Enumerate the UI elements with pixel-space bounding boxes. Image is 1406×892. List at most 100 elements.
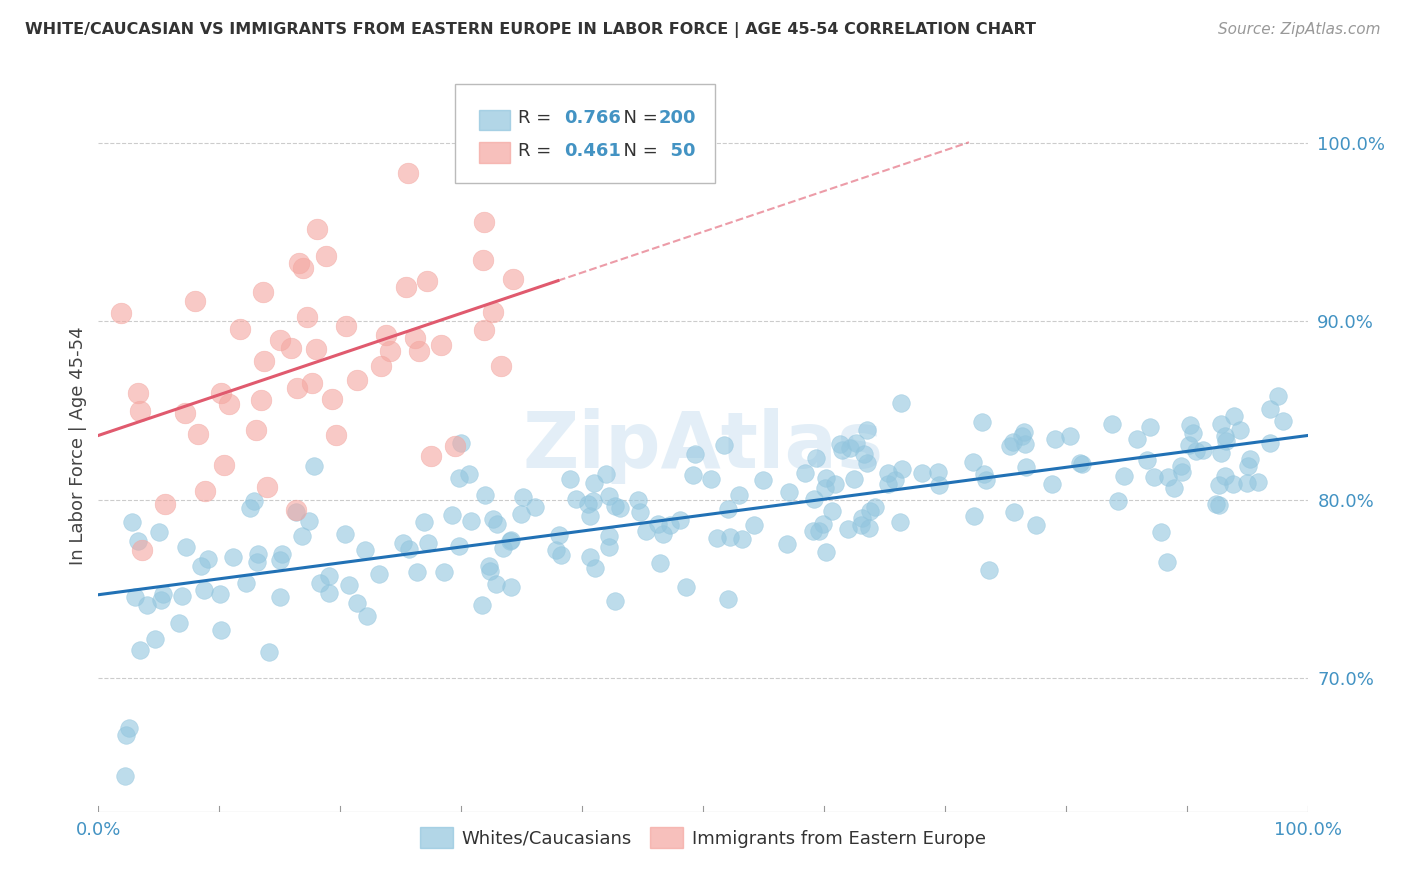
Point	[1271, 414, 1294, 428]
Point	[636, 524, 658, 538]
Point	[318, 585, 340, 599]
Point	[127, 385, 149, 400]
Point	[699, 473, 721, 487]
Point	[1156, 555, 1178, 569]
Point	[1222, 476, 1244, 491]
Point	[285, 503, 308, 517]
Point	[150, 593, 173, 607]
Point	[510, 507, 533, 521]
Point	[129, 404, 152, 418]
Point	[803, 491, 825, 506]
Point	[1184, 444, 1206, 458]
Legend: Whites/Caucasians, Immigrants from Eastern Europe: Whites/Caucasians, Immigrants from Easte…	[413, 820, 993, 855]
Point	[243, 494, 266, 508]
FancyBboxPatch shape	[456, 84, 716, 183]
Point	[815, 471, 838, 485]
Point	[1015, 460, 1038, 475]
Point	[979, 563, 1001, 577]
Point	[1267, 389, 1289, 403]
Point	[482, 305, 505, 319]
Point	[927, 465, 949, 479]
Point	[492, 541, 515, 556]
Point	[127, 533, 149, 548]
Point	[1180, 418, 1202, 433]
Point	[856, 424, 879, 438]
Text: WHITE/CAUCASIAN VS IMMIGRANTS FROM EASTERN EUROPE IN LABOR FORCE | AGE 45-54 COR: WHITE/CAUCASIAN VS IMMIGRANTS FROM EASTE…	[25, 22, 1036, 38]
Point	[1112, 468, 1135, 483]
Point	[441, 508, 464, 522]
Point	[849, 518, 872, 533]
Point	[114, 769, 136, 783]
Point	[1136, 453, 1159, 467]
Point	[486, 516, 509, 531]
Point	[449, 471, 471, 485]
Point	[820, 504, 842, 518]
Point	[499, 580, 522, 594]
Point	[269, 590, 291, 604]
Point	[928, 478, 950, 492]
Point	[447, 539, 470, 553]
Point	[1101, 417, 1123, 432]
Text: R =: R =	[517, 110, 557, 128]
Point	[1247, 475, 1270, 489]
Point	[478, 559, 501, 574]
Point	[1205, 497, 1227, 511]
Point	[595, 467, 617, 481]
Point	[1208, 478, 1230, 492]
Point	[1040, 477, 1063, 491]
Point	[346, 373, 368, 387]
Point	[856, 456, 879, 470]
Point	[647, 516, 669, 531]
Point	[962, 508, 984, 523]
Point	[1002, 505, 1025, 519]
Point	[962, 454, 984, 468]
Point	[1014, 437, 1036, 451]
Point	[713, 438, 735, 452]
Point	[842, 471, 865, 485]
Point	[650, 556, 672, 570]
Point	[598, 529, 620, 543]
Point	[252, 354, 274, 368]
Point	[682, 467, 704, 482]
Point	[1178, 438, 1201, 452]
Point	[284, 505, 307, 519]
Point	[143, 632, 166, 647]
Point	[392, 536, 415, 550]
Point	[502, 272, 524, 286]
Point	[998, 439, 1021, 453]
Point	[209, 587, 232, 601]
Point	[1139, 419, 1161, 434]
Point	[1208, 498, 1230, 512]
Point	[235, 576, 257, 591]
FancyBboxPatch shape	[479, 143, 509, 163]
Point	[669, 513, 692, 527]
Point	[1215, 434, 1237, 448]
Point	[194, 483, 217, 498]
Point	[406, 565, 429, 579]
Point	[1012, 425, 1035, 440]
Point	[814, 545, 837, 559]
Point	[335, 319, 357, 334]
Point	[370, 359, 392, 373]
Point	[550, 549, 572, 563]
Point	[474, 215, 496, 229]
Point	[305, 222, 328, 236]
Point	[877, 467, 900, 481]
Point	[558, 472, 581, 486]
Point	[121, 516, 143, 530]
Point	[1223, 409, 1246, 424]
Point	[444, 439, 467, 453]
Point	[803, 524, 825, 538]
Point	[579, 550, 602, 565]
Point	[395, 280, 418, 294]
Point	[415, 274, 437, 288]
Point	[1125, 432, 1147, 446]
Text: 0.766: 0.766	[564, 110, 621, 128]
Point	[845, 436, 868, 450]
Point	[858, 521, 880, 535]
Point	[404, 330, 426, 344]
Point	[325, 428, 347, 442]
Point	[547, 527, 569, 541]
Point	[603, 594, 626, 608]
Point	[378, 343, 401, 358]
